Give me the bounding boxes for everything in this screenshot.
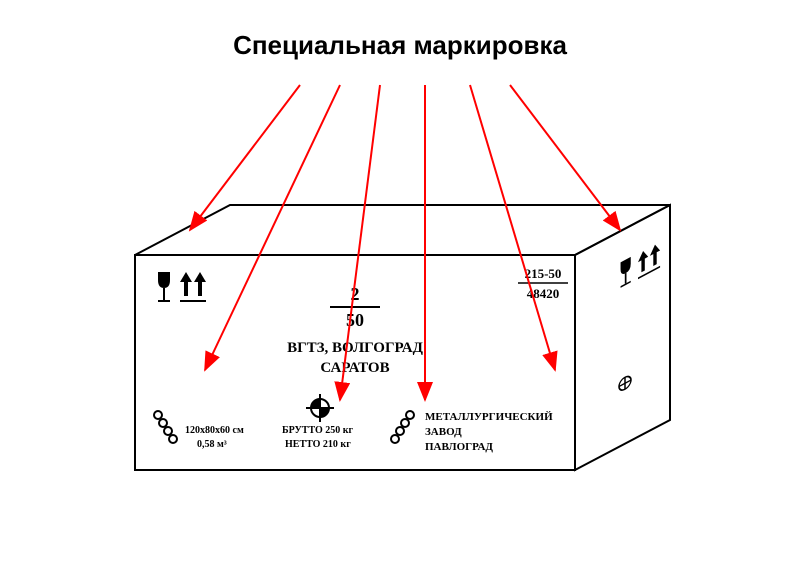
factory-line-3: ПАВЛОГРАД: [425, 441, 493, 453]
package-number: 2 50: [330, 284, 380, 330]
arrow-2: [205, 85, 340, 370]
side-this-way-up-icon: [638, 242, 660, 279]
factory-line-2: ЗАВОД: [425, 426, 462, 438]
arrow-1: [190, 85, 300, 230]
sender-line: ВГТЗ, ВОЛГОГРАД: [287, 340, 424, 356]
diagram-svg: 2 50 ВГТЗ, ВОЛГОГРАД САРАТОВ 120x80x60 с…: [0, 0, 800, 565]
fragile-icon: [158, 272, 170, 302]
this-way-up-icon: [180, 272, 206, 302]
arrow-6: [510, 85, 620, 230]
center-of-gravity-icon: [306, 394, 334, 422]
gross-weight-label: БРУТТО 250 кг: [282, 425, 354, 436]
side-sling-icon: [619, 374, 631, 392]
sling-left-icon: [154, 411, 177, 443]
side-fragile-icon: [621, 257, 631, 288]
volume-label: 0,58 м³: [197, 439, 227, 450]
destination-line: САРАТОВ: [320, 360, 389, 376]
net-weight-label: НЕТТО 210 кг: [285, 439, 351, 450]
dimensions-label: 120x80x60 см: [185, 425, 244, 436]
code-top: 215-50: [525, 266, 562, 281]
sling-right-icon: [391, 411, 414, 443]
factory-line-1: МЕТАЛЛУРГИЧЕСКИЙ: [425, 411, 553, 423]
